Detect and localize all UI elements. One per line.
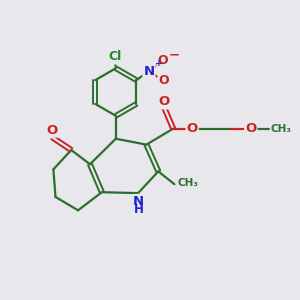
Text: −: − bbox=[169, 48, 180, 61]
Text: O: O bbox=[187, 122, 198, 135]
Text: CH₃: CH₃ bbox=[270, 124, 291, 134]
Text: O: O bbox=[159, 95, 170, 108]
Text: H: H bbox=[134, 202, 144, 216]
Text: O: O bbox=[157, 54, 168, 67]
Text: N: N bbox=[143, 65, 155, 78]
Text: CH₃: CH₃ bbox=[178, 178, 199, 188]
Text: O: O bbox=[158, 74, 169, 87]
Text: N: N bbox=[133, 195, 144, 208]
Text: Cl: Cl bbox=[109, 50, 122, 64]
Text: +: + bbox=[154, 58, 162, 68]
Text: O: O bbox=[245, 122, 256, 135]
Text: O: O bbox=[46, 124, 58, 136]
